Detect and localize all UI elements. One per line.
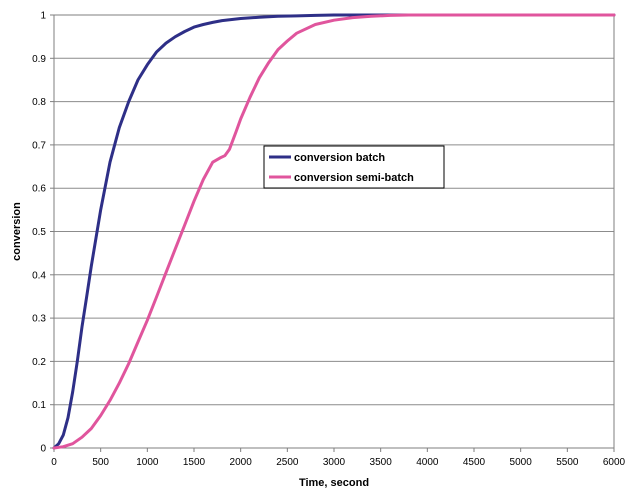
y-tick-label: 0.7 [32,140,46,151]
series-layer [52,13,616,450]
x-tick-label: 3000 [323,457,346,468]
y-tick-label: 0.6 [32,184,46,195]
y-axis-ticks: 0 0.1 0.2 0.3 0.4 0.5 0.6 0.7 0.8 0.9 1 [32,11,54,455]
y-tick-label: 0.8 [32,97,46,108]
x-tick-label: 500 [92,457,109,468]
x-tick-label: 4500 [463,457,486,468]
x-tick-label: 5500 [556,457,579,468]
x-axis-title: Time, second [299,477,369,489]
series-line-batch [52,13,616,450]
x-tick-label: 1500 [183,457,206,468]
y-axis-title: conversion [11,202,23,261]
legend-box [263,145,445,189]
y-tick-label: 1 [40,11,46,22]
x-tick-label: 1000 [136,457,159,468]
y-tick-label: 0.1 [32,400,46,411]
x-tick-label: 2000 [230,457,253,468]
y-tick-label: 0.2 [32,357,46,368]
x-tick-label: 4000 [416,457,439,468]
x-tick-label: 3500 [370,457,393,468]
y-tick-label: 0.5 [32,227,46,238]
y-tick-label: 0.4 [32,270,46,281]
y-tick-label: 0.3 [32,314,46,325]
x-axis-ticks: 0 500 1000 1500 2000 2500 3000 3500 4000 4500 5000… [51,448,626,468]
x-tick-label: 6000 [603,457,626,468]
legend-label-batch: conversion batch [294,152,385,164]
series-line-semi-batch [52,13,616,450]
y-tick-label: 0.9 [32,54,46,65]
y-tick-label: 0 [40,444,46,455]
x-tick-label: 5000 [510,457,533,468]
x-tick-label: 0 [51,457,57,468]
x-tick-label: 2500 [276,457,299,468]
legend-label-semi-batch: conversion semi-batch [294,172,414,184]
legend: conversion batch conversion semi-batch [263,145,445,189]
